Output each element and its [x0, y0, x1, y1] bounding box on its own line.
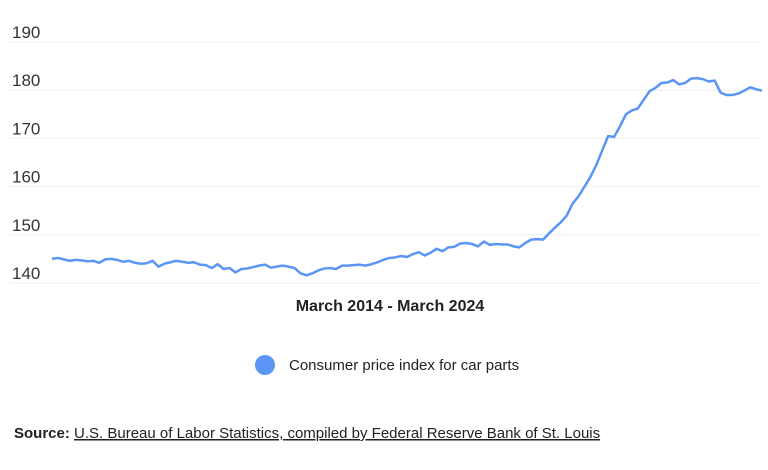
- y-tick-label: 190: [12, 23, 40, 42]
- source: Source: U.S. Bureau of Labor Statistics,…: [14, 425, 600, 442]
- source-label: Source:: [14, 425, 70, 442]
- source-link[interactable]: U.S. Bureau of Labor Statistics, compile…: [74, 425, 600, 442]
- line: [51, 76, 763, 277]
- y-tick-label: 160: [12, 168, 40, 187]
- x-axis-label: March 2014 - March 2024: [296, 298, 485, 315]
- y-tick-label: 150: [12, 216, 40, 235]
- y-tick-label: 180: [12, 71, 40, 90]
- y-tick-label: 170: [12, 119, 40, 138]
- legend-marker: [255, 355, 275, 375]
- y-tick-label: 140: [12, 264, 40, 283]
- legend-label: Consumer price index for car parts: [289, 357, 519, 374]
